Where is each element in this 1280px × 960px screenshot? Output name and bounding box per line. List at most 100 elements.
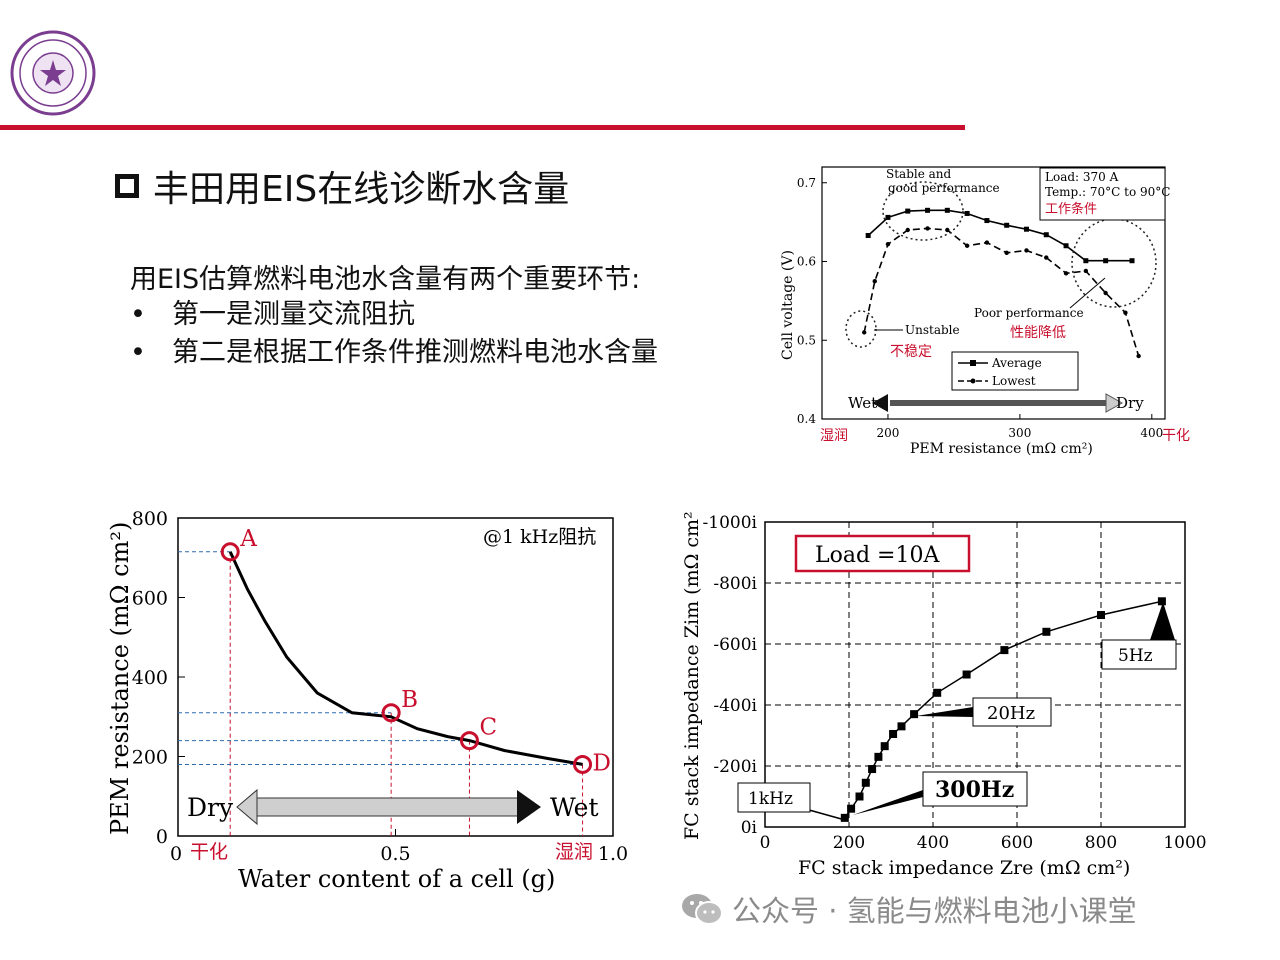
x-tick-label: 800	[1085, 833, 1117, 853]
legend-lowest-marker	[970, 378, 976, 384]
poor-cn: 性能降低	[1010, 325, 1066, 341]
wechat-icon	[682, 894, 723, 925]
label-20hz: 20Hz	[987, 703, 1035, 724]
data-point	[1042, 627, 1051, 636]
poor-pointer	[1069, 277, 1106, 309]
data-point	[925, 207, 931, 213]
resistance-curve	[228, 551, 583, 766]
data-point	[1083, 258, 1089, 264]
data-point	[905, 208, 911, 214]
wet-arrow-head	[872, 394, 888, 412]
y-tick-label: 0.5	[797, 333, 816, 347]
data-point	[847, 804, 856, 813]
dry-cn: 干化	[1162, 428, 1190, 444]
data-point	[1004, 250, 1009, 256]
data-point	[897, 722, 906, 731]
data-point	[1123, 310, 1128, 315]
y-tick-label: 0.7	[797, 176, 816, 190]
data-point	[905, 227, 910, 233]
dry-arrow-head	[1105, 393, 1124, 413]
square-bullet-icon	[115, 174, 139, 198]
label-box-300hz	[922, 771, 1028, 807]
dry-wet-arrow-body	[254, 797, 520, 817]
unstable-region-circle	[845, 310, 877, 348]
university-logo	[10, 30, 96, 116]
x-tick-label: 1.0	[598, 843, 628, 865]
frequency-note: @1 kHz阻抗	[483, 526, 596, 548]
data-point	[1103, 290, 1108, 296]
data-point	[944, 207, 950, 213]
temp-label: Temp.: 70°C to 90°C	[1045, 185, 1170, 199]
point-label-c: C	[479, 715, 497, 741]
point-label-a: A	[239, 526, 257, 552]
list-item: • 第一是测量交流阻抗	[130, 296, 658, 334]
x-tick-label: 400	[1140, 426, 1163, 440]
x-tick-label: 0.5	[380, 843, 410, 865]
data-point	[1129, 258, 1135, 264]
x-tick-label: 0	[760, 833, 771, 853]
legend-lowest-label: Lowest	[992, 374, 1036, 388]
data-point	[840, 813, 849, 822]
y-axis-label: FC stack impedance Zim (mΩ cm²)	[681, 510, 703, 840]
point-a	[220, 542, 240, 562]
y-tick-label: 0	[156, 826, 168, 848]
legend-average-marker	[970, 360, 976, 366]
data-point	[1063, 271, 1069, 276]
header-divider	[0, 125, 965, 130]
dry-arrow-head	[236, 788, 258, 826]
intro-text: 用EIS估算燃料电池水含量有两个重要环节:	[130, 264, 641, 295]
series-line-average	[867, 209, 1132, 262]
resistance-water-chart: 0 0.5 1.0 0 200 400 600 800 A B C D @1 kHz阻抗 Dry W…	[106, 508, 628, 893]
stable-region-circle	[882, 181, 964, 241]
dry-region-circle	[1071, 218, 1157, 308]
dry-cn: 干化	[190, 841, 228, 863]
pointer-20hz	[916, 707, 973, 717]
y-tick-label: 0.4	[797, 412, 816, 426]
y-tick-label: 600	[132, 588, 168, 610]
conditions-cn: 工作条件	[1045, 201, 1097, 217]
y-tick-label: -600i	[713, 635, 757, 655]
y-tick-label: 800	[132, 508, 168, 530]
data-point	[862, 330, 867, 335]
y-tick-label: 0.6	[797, 255, 816, 269]
y-tick-label: 400	[132, 667, 168, 689]
dry-label: Dry	[187, 793, 234, 822]
data-point	[855, 792, 864, 801]
x-axis-label: PEM resistance (mΩ cm²)	[910, 441, 1093, 457]
wet-cn: 湿润	[820, 428, 848, 444]
data-point	[880, 742, 889, 751]
wet-arrow-head	[517, 790, 541, 824]
slide-title: 丰田用EIS在线诊断水含量	[115, 160, 569, 212]
voltage-resistance-chart: 200 300 400 0.4 0.5 0.6 0.7 Stable and good pe…	[780, 166, 1190, 457]
data-point	[1136, 353, 1141, 359]
data-point	[1063, 243, 1069, 249]
data-point	[872, 278, 877, 284]
data-point	[885, 214, 891, 220]
stable-label-2: good performance	[888, 181, 1000, 195]
point-b	[381, 703, 401, 723]
data-point	[868, 765, 877, 774]
data-point	[1004, 222, 1010, 228]
y-tick-label: -200i	[713, 757, 757, 777]
label-box-5hz	[1101, 639, 1177, 670]
data-point	[889, 729, 898, 738]
point-label-d: D	[593, 750, 611, 776]
data-point	[1103, 258, 1109, 264]
x-tick-label: 200	[877, 426, 900, 440]
x-axis-label: FC stack impedance Zre (mΩ cm²)	[798, 857, 1130, 879]
bullet-list: • 第一是测量交流阻抗 • 第二是根据工作条件推测燃料电池水含量	[130, 296, 658, 372]
conditions-box	[1039, 167, 1166, 221]
slide-title-text: 丰田用EIS在线诊断水含量	[153, 169, 570, 210]
data-point	[1157, 597, 1166, 606]
y-tick-label: 0i	[741, 818, 758, 838]
y-tick-label: -400i	[713, 696, 757, 716]
data-point	[984, 218, 990, 224]
impedance-curve	[844, 600, 1163, 819]
nyquist-chart: 0 200 400 600 800 1000 0i -200i -400i -600i -800i -…	[681, 510, 1207, 879]
data-point	[865, 233, 871, 239]
legend-average-label: Average	[991, 356, 1042, 370]
data-point	[984, 240, 990, 245]
data-point	[1023, 226, 1029, 232]
data-point	[910, 710, 919, 719]
data-point	[933, 688, 942, 697]
